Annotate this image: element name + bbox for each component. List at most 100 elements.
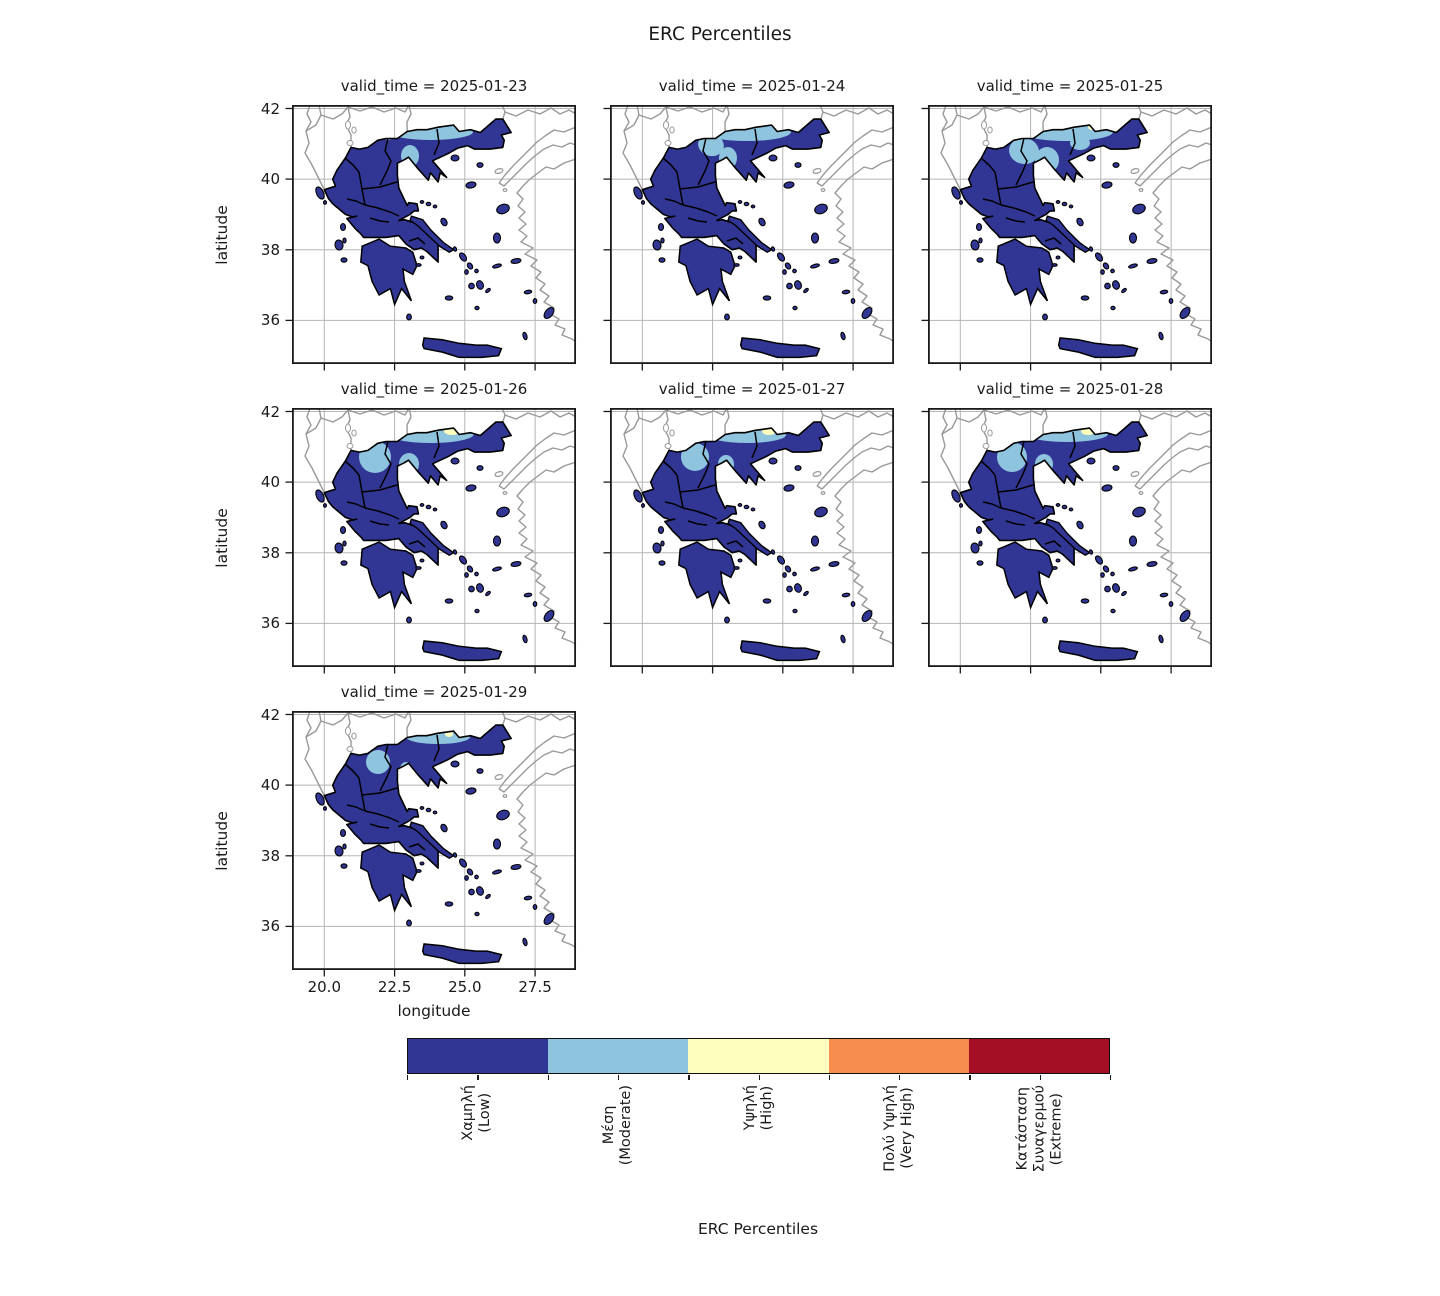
x-axis-label: longitude xyxy=(397,1002,471,1020)
x-tick-label: 22.5 xyxy=(377,978,412,996)
panel-spine xyxy=(291,104,577,365)
neighbor-coastlines xyxy=(304,710,577,949)
greece-mainland xyxy=(642,119,830,263)
map-plot xyxy=(921,407,1213,674)
figure-title: ERC Percentiles xyxy=(648,24,792,45)
y-tick-label: 38 xyxy=(260,543,280,562)
colorbar-tick xyxy=(477,1075,479,1080)
y-tick-label: 38 xyxy=(260,846,280,865)
panel-title: valid_time = 2025-01-23 xyxy=(340,77,528,95)
greece-coastline xyxy=(959,118,1148,263)
colorbar-segment xyxy=(408,1039,549,1073)
euboea-island xyxy=(727,518,773,557)
neighbor-coastlines xyxy=(304,407,577,646)
y-tick-label: 38 xyxy=(260,240,280,259)
greece-map xyxy=(285,104,577,371)
aegean-ionian-islands xyxy=(951,154,1191,341)
peloponnese xyxy=(360,541,418,610)
neighbor-coastlines xyxy=(304,104,577,343)
y-tick-label: 36 xyxy=(260,614,280,633)
crete-island xyxy=(739,640,821,662)
map-plot xyxy=(603,407,895,674)
y-tick-label: 42 xyxy=(260,705,280,724)
y-tick-label: 40 xyxy=(260,473,280,492)
greece-map xyxy=(921,104,1213,371)
facet-panel-2025-01-29: valid_time = 2025-01-29 xyxy=(285,683,577,977)
colorbar-category-label: Χαμηλή (Low) xyxy=(460,1085,494,1141)
peloponnese xyxy=(678,238,736,307)
map-plot xyxy=(285,104,577,371)
greece-map xyxy=(603,104,895,371)
facet-panel-2025-01-23: valid_time = 2025-01-23 xyxy=(285,77,577,371)
axis-ticks xyxy=(285,107,536,371)
greece-map xyxy=(603,407,895,674)
facet-panel-2025-01-24: valid_time = 2025-01-24 xyxy=(603,77,895,371)
greece-coastline xyxy=(641,421,830,566)
axis-ticks xyxy=(603,410,854,674)
y-axis-label: latitude xyxy=(213,204,231,265)
x-tick-label: 27.5 xyxy=(518,978,552,996)
panel-title: valid_time = 2025-01-28 xyxy=(976,380,1164,398)
crete-island xyxy=(1057,640,1139,662)
euboea-island xyxy=(727,215,773,254)
peloponnese xyxy=(996,238,1054,307)
panel-title: valid_time = 2025-01-29 xyxy=(340,683,528,701)
euboea-island xyxy=(409,821,455,860)
panel-spine xyxy=(609,407,895,668)
neighbor-coastlines xyxy=(622,104,895,343)
colorbar-tick xyxy=(688,1075,690,1080)
axis-ticks xyxy=(285,410,536,674)
peloponnese xyxy=(360,238,418,307)
panel-spine xyxy=(927,104,1213,365)
colorbar-tick xyxy=(407,1075,409,1080)
colorbar-segment xyxy=(968,1039,1110,1073)
colorbar-tick xyxy=(969,1075,971,1080)
colorbar-segment xyxy=(828,1039,969,1073)
aegean-ionian-islands xyxy=(951,457,1191,644)
greece-coastline xyxy=(323,421,512,566)
euboea-island xyxy=(409,215,455,254)
greece-mainland xyxy=(324,119,512,263)
grid-lines xyxy=(610,105,894,364)
greece-coastline xyxy=(641,118,830,263)
y-tick-label: 42 xyxy=(260,99,280,118)
euboea-island xyxy=(409,518,455,557)
colorbar-category-label: Πολύ Υψηλή (Very High) xyxy=(881,1085,916,1172)
map-plot xyxy=(285,407,577,674)
neighbor-coastlines xyxy=(940,407,1213,646)
x-tick-label: 25.0 xyxy=(448,978,482,996)
y-tick-label: 40 xyxy=(260,776,280,795)
y-tick-label: 36 xyxy=(260,917,280,936)
facet-panel-2025-01-26: valid_time = 2025-01-26 xyxy=(285,380,577,674)
axis-ticks xyxy=(921,410,1172,674)
facet-panel-2025-01-25: valid_time = 2025-01-25 xyxy=(921,77,1213,371)
neighbor-coastlines xyxy=(622,407,895,646)
peloponnese xyxy=(678,541,736,610)
greece-map xyxy=(285,407,577,674)
crete-island xyxy=(1057,337,1139,359)
map-plot xyxy=(285,710,577,977)
colorbar-category-label: Υψηλή (High) xyxy=(741,1085,775,1131)
aegean-ionian-islands xyxy=(315,760,555,947)
crete-island xyxy=(421,640,503,662)
y-tick-label: 40 xyxy=(260,170,280,189)
colorbar-tick xyxy=(547,1075,549,1080)
colorbar-tick xyxy=(828,1075,831,1080)
region-borders xyxy=(980,431,1076,572)
axis-ticks xyxy=(603,107,854,371)
colorbar-label: ERC Percentiles xyxy=(697,1220,819,1238)
colorbar-category-label: Κατάσταση Συναγερμού (Extreme) xyxy=(1014,1085,1065,1173)
peloponnese xyxy=(360,844,418,913)
aegean-ionian-islands xyxy=(633,457,873,644)
colorbar-category-label: Μέση (Moderate) xyxy=(600,1085,634,1166)
neighbor-coastlines xyxy=(940,104,1213,343)
panel-spine xyxy=(927,407,1213,668)
y-tick-label: 42 xyxy=(260,402,280,421)
crete-island xyxy=(421,337,503,359)
crete-island xyxy=(421,943,503,965)
colorbar xyxy=(407,1038,1110,1074)
facet-panel-2025-01-28: valid_time = 2025-01-28 xyxy=(921,380,1213,674)
map-plot xyxy=(921,104,1213,371)
x-tick-label: 20.0 xyxy=(307,978,341,996)
